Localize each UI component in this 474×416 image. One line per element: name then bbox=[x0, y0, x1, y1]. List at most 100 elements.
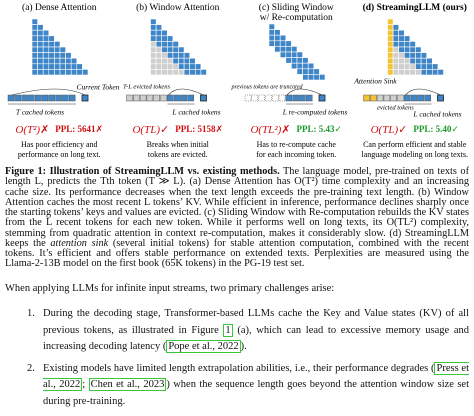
token bbox=[299, 94, 306, 102]
matrix-cell bbox=[37, 57, 44, 65]
matrix-cell bbox=[409, 63, 416, 70]
matrix-cell bbox=[302, 57, 309, 64]
matrix-cell bbox=[302, 62, 309, 70]
panel-description: Has poor efficiency and bbox=[21, 140, 98, 149]
matrix-cell bbox=[415, 52, 422, 59]
matrix-cell bbox=[48, 69, 55, 76]
matrix-cell bbox=[195, 69, 202, 76]
matrix-cell bbox=[398, 29, 405, 37]
token bbox=[376, 94, 384, 102]
caption: Figure 1: Illustration of StreamingLLM v… bbox=[5, 166, 469, 270]
matrix-cell bbox=[172, 69, 179, 76]
matrix-cell bbox=[183, 52, 191, 59]
matrix-cell bbox=[65, 57, 72, 65]
matrix-cell bbox=[70, 57, 78, 65]
matrix-cell bbox=[150, 24, 157, 31]
matrix-cell bbox=[178, 69, 185, 76]
matrix-cell bbox=[189, 69, 196, 76]
citation: 1 bbox=[223, 323, 233, 337]
matrix-cell bbox=[167, 57, 174, 65]
matrix-cell bbox=[31, 35, 38, 42]
matrix-cell bbox=[54, 63, 61, 70]
matrix-cell bbox=[155, 41, 163, 48]
token bbox=[160, 94, 167, 102]
figure-label: Attention Sink bbox=[353, 77, 397, 86]
matrix-cell bbox=[155, 57, 163, 65]
panel-title: (b) Window Attention bbox=[136, 2, 220, 13]
matrix-cell bbox=[161, 52, 168, 59]
token bbox=[251, 94, 259, 102]
item-text: ) when the sequence length goes beyond t… bbox=[43, 379, 470, 407]
caption-emphasis: attention sink bbox=[50, 237, 109, 249]
matrix-cell bbox=[31, 63, 38, 70]
matrix-cell bbox=[415, 63, 422, 70]
token bbox=[244, 94, 252, 102]
token bbox=[68, 94, 76, 102]
matrix-cell bbox=[42, 35, 50, 42]
matrix-cell bbox=[387, 52, 394, 59]
token bbox=[278, 94, 286, 102]
panel-title: (d) StreamingLLM (ours) bbox=[363, 2, 467, 13]
matrix-cell bbox=[150, 52, 157, 59]
current-token bbox=[81, 94, 89, 102]
matrix-cell bbox=[167, 46, 174, 53]
matrix-cell bbox=[172, 46, 179, 53]
item-text: (a), which can lead to excessive memory … bbox=[43, 324, 469, 353]
matrix-cell bbox=[167, 41, 174, 48]
matrix-cell bbox=[387, 69, 394, 76]
token bbox=[397, 94, 404, 102]
matrix-cell bbox=[285, 40, 292, 47]
matrix-cell bbox=[150, 41, 157, 48]
ppl: PPL: 5158 bbox=[175, 124, 216, 134]
matrix-cell bbox=[82, 69, 89, 76]
matrix-cell bbox=[274, 46, 281, 53]
matrix-cell bbox=[319, 74, 326, 81]
matrix-cell bbox=[155, 24, 163, 31]
matrix-cell bbox=[183, 69, 191, 76]
matrix-cell bbox=[403, 63, 411, 70]
matrix-cell bbox=[398, 57, 405, 65]
intro: When applying LLMs for infinite input st… bbox=[5, 283, 335, 294]
matrix-cell bbox=[387, 24, 394, 31]
matrix-cell bbox=[415, 57, 422, 65]
attention-arc bbox=[11, 88, 86, 96]
token bbox=[55, 94, 62, 102]
matrix-cell bbox=[54, 57, 61, 65]
matrix-cell bbox=[54, 52, 61, 59]
matrix-cell bbox=[42, 57, 50, 65]
token bbox=[21, 94, 28, 102]
matrix-cell bbox=[387, 63, 394, 70]
matrix-cell bbox=[392, 63, 400, 70]
complexity-mark: ✓ bbox=[398, 124, 407, 136]
attention-arc bbox=[405, 88, 441, 96]
matrix-cell bbox=[387, 18, 394, 25]
matrix-cell bbox=[189, 63, 196, 70]
token bbox=[126, 94, 133, 102]
matrix-cell bbox=[31, 24, 38, 31]
token bbox=[180, 94, 188, 102]
matrix-cell bbox=[403, 52, 411, 59]
matrix-cell bbox=[161, 29, 168, 37]
matrix-cell bbox=[398, 41, 405, 48]
matrix-cell bbox=[48, 46, 55, 53]
matrix-cell bbox=[392, 35, 400, 42]
matrix-cell bbox=[172, 57, 179, 65]
matrix-cell bbox=[268, 29, 275, 36]
matrix-cell bbox=[291, 57, 298, 64]
matrix-cell bbox=[189, 57, 196, 65]
panel-description: language modeling on long texts. bbox=[362, 150, 468, 159]
matrix-cell bbox=[387, 29, 394, 37]
matrix-cell bbox=[398, 52, 405, 59]
attention-arc bbox=[286, 88, 323, 96]
ppl-mark: ✓ bbox=[451, 124, 459, 134]
matrix-cell bbox=[155, 52, 163, 59]
matrix-cell bbox=[150, 46, 157, 53]
matrix-cell bbox=[307, 74, 315, 81]
matrix-cell bbox=[409, 41, 416, 48]
matrix-cell bbox=[161, 69, 168, 76]
matrix-cell bbox=[268, 40, 275, 47]
matrix-cell bbox=[437, 69, 444, 76]
matrix-cell bbox=[161, 63, 168, 70]
matrix-cell bbox=[42, 52, 50, 59]
matrix-cell bbox=[392, 41, 400, 48]
